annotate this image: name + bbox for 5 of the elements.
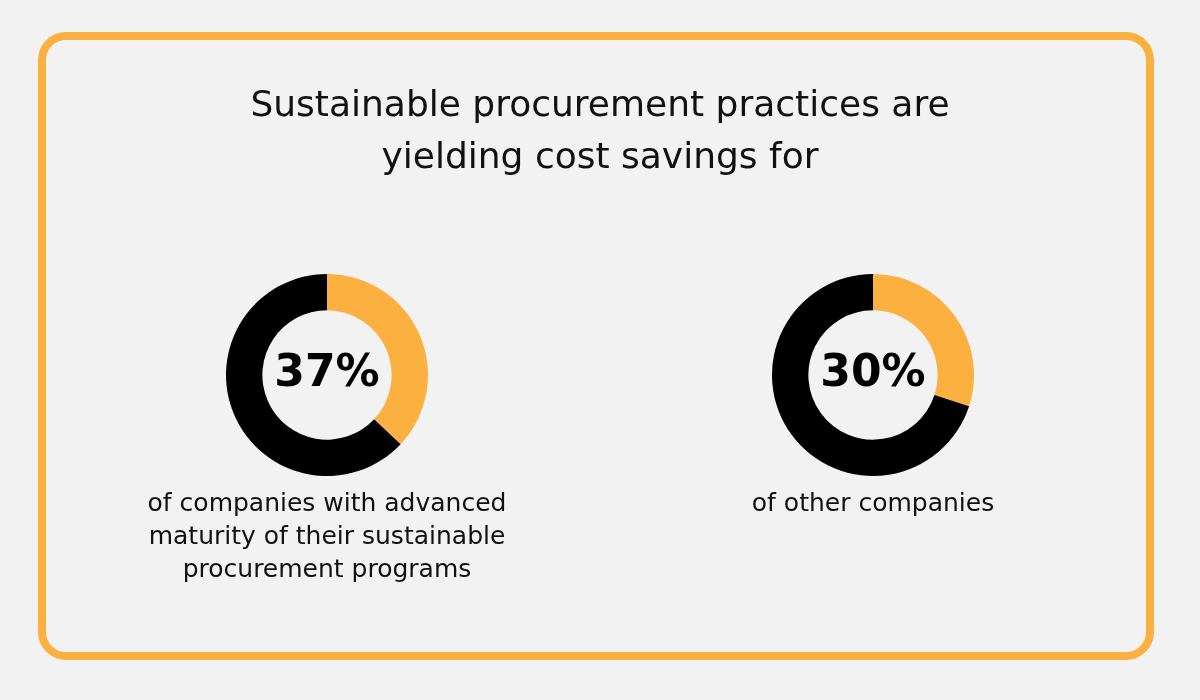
data-label: 30% [820, 345, 926, 397]
text: of other companies [750, 487, 996, 519]
data-label: 37% [274, 345, 380, 397]
text: Sustainable procurement practices are yielding cost savings for [249, 82, 951, 178]
text: of companies with advanced maturity of their sustainable procurement programs [146, 487, 508, 585]
